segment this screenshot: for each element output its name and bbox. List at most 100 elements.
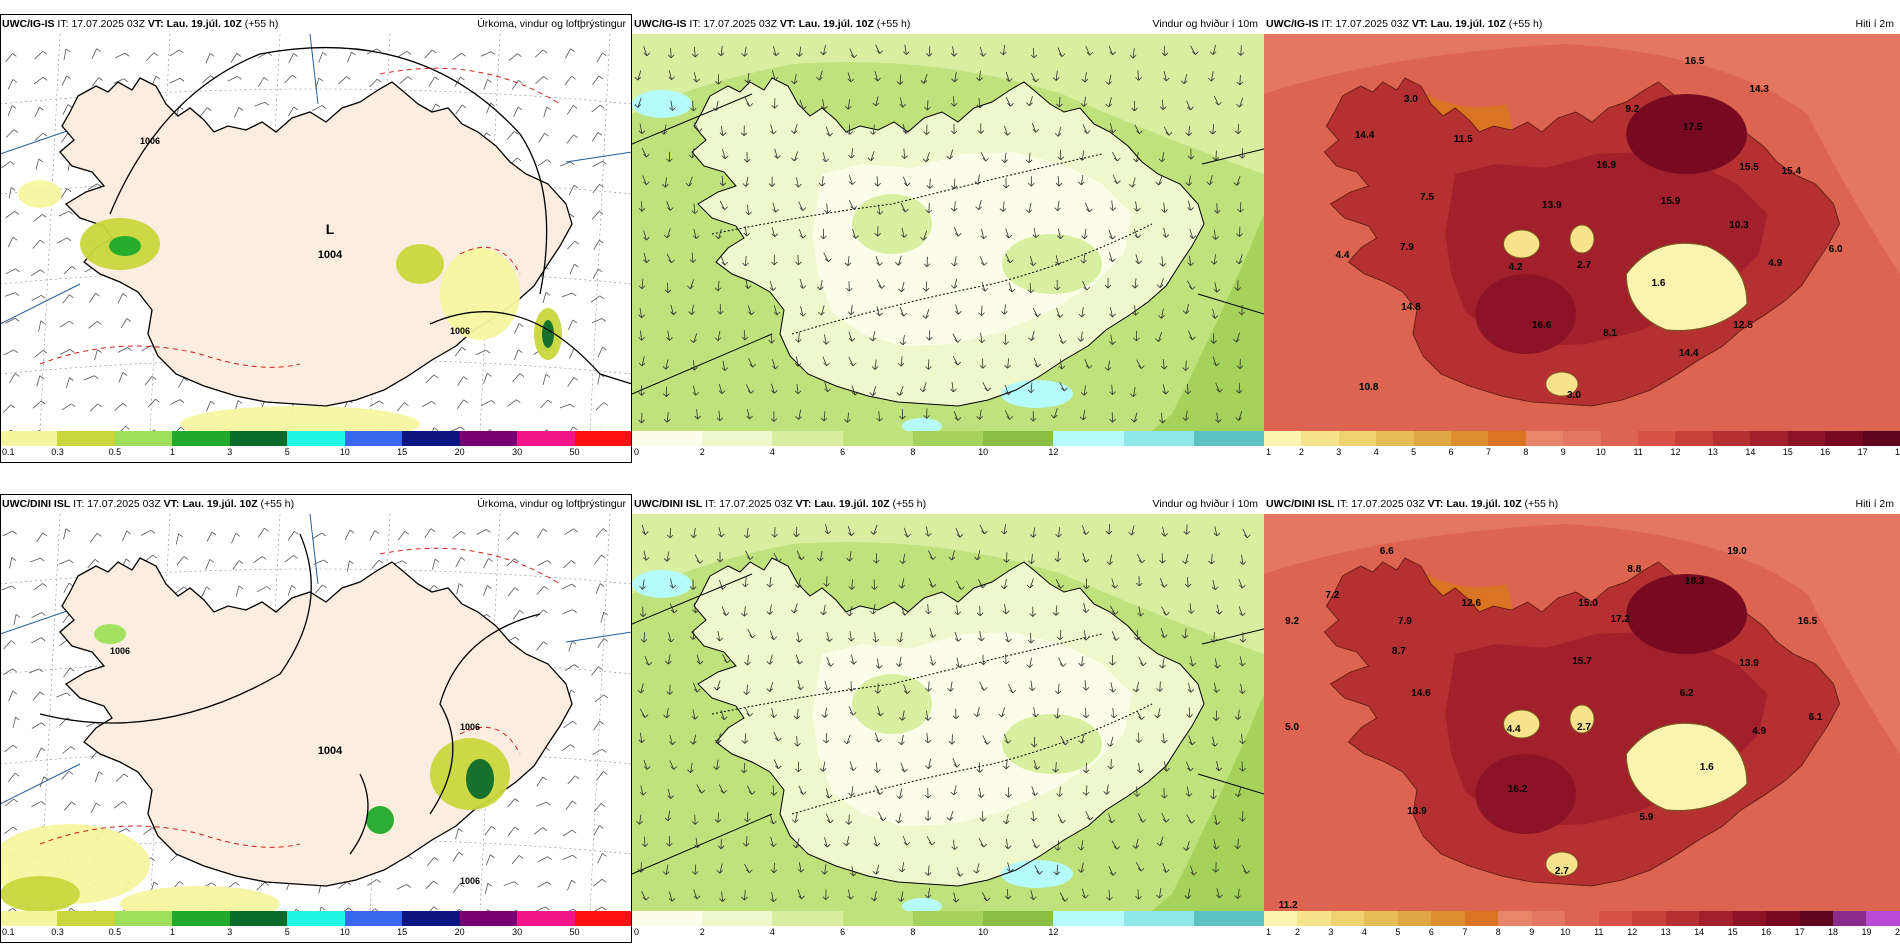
colorbar-swatch [1787, 431, 1826, 446]
colorbar-tick-label: 30 [512, 447, 523, 457]
colorbar-swatch [632, 911, 703, 926]
colorbar [1264, 911, 1900, 926]
temperature-label: 16.6 [1532, 320, 1552, 331]
colorbar-tick-label: 0.5 [108, 447, 122, 457]
colorbar-swatch [1451, 431, 1489, 446]
run-vt: Lau. 19.júl. 10Z [166, 18, 242, 30]
temperature-label: 15.7 [1572, 656, 1592, 667]
temperature-label: 14.4 [1679, 348, 1699, 359]
colorbar-swatch [1525, 431, 1564, 446]
colorbar-swatch [0, 431, 58, 446]
run-info: UWC/IG-IS IT: 17.07.2025 03Z VT: Lau. 19… [1266, 14, 1542, 34]
colorbar-swatch [287, 911, 345, 926]
colorbar [0, 431, 632, 446]
colorbar-tick-label: 18 [1828, 927, 1839, 937]
colorbar-tick-label: 0.5 [108, 927, 122, 937]
colorbar-swatch [702, 911, 773, 926]
temperature-label: 4.2 [1509, 262, 1523, 273]
run-lead: (+55 h) [876, 18, 911, 30]
temperature-label: 4.9 [1752, 726, 1766, 737]
colorbar-swatch [1264, 911, 1298, 926]
colorbar-tick-label: 1 [1266, 447, 1272, 457]
colorbar-swatch [459, 431, 518, 446]
colorbar-tick-label: 13 [1707, 447, 1718, 457]
panel-title: Hiti í 2m [1855, 498, 1894, 510]
temperature-label: 1.6 [1651, 278, 1665, 289]
panel-header: UWC/DINI ISL IT: 17.07.2025 03Z VT: Lau.… [0, 494, 632, 514]
colorbar-tick-label: 6 [840, 927, 846, 937]
temperature-label: 8.1 [1603, 328, 1617, 339]
temperature-label: 6.1 [1808, 712, 1822, 723]
temperature-label: 14.8 [1401, 302, 1421, 313]
run-model: UWC/DINI ISL [634, 498, 703, 510]
colorbar-swatch [772, 431, 843, 446]
colorbar-swatch [172, 911, 230, 926]
panel-header: UWC/IG-IS IT: 17.07.2025 03Z VT: Lau. 19… [632, 14, 1264, 34]
colorbar-swatch [1866, 911, 1900, 926]
colorbar-tick-label: 6 [1448, 447, 1454, 457]
run-it: 17.07.2025 03Z [719, 498, 793, 510]
colorbar-tick-label: 19 [1861, 927, 1872, 937]
colorbar-tick-label: 6 [1428, 927, 1434, 937]
temperature-label: 15.5 [1739, 162, 1759, 173]
panel-temp-dini: UWC/DINI ISL IT: 17.07.2025 03Z VT: Lau.… [1264, 494, 1900, 943]
run-vt-label: VT: [779, 18, 796, 30]
colorbar-swatch [702, 431, 773, 446]
temperature-label: 7.9 [1398, 616, 1412, 627]
colorbar-tick-label: 2 [1298, 447, 1304, 457]
run-info: UWC/DINI ISL IT: 17.07.2025 03Z VT: Lau.… [2, 494, 294, 514]
temperature-label: 13.9 [1542, 200, 1562, 211]
colorbar-ticks: 0 2 4 6 8 10 12 [632, 926, 1264, 940]
colorbar-tick-label: 10 [1560, 927, 1571, 937]
colorbar-tick-label: 18 [1894, 447, 1900, 457]
colorbar-tick-label: 30 [512, 927, 523, 937]
colorbar-swatch [842, 911, 913, 926]
isobar-label: 1006 [140, 136, 160, 146]
temperature-label: 9.2 [1625, 104, 1639, 115]
panel-temp-igis: UWC/IG-IS IT: 17.07.2025 03Z VT: Lau. 19… [1264, 14, 1900, 463]
run-vt-label: VT: [1411, 18, 1428, 30]
temperature-label: 10.8 [1359, 382, 1379, 393]
run-it: 17.07.2025 03Z [703, 18, 777, 30]
map-area: L 1004 1006 1006 [0, 34, 632, 431]
colorbar-ticks: 0 2 4 6 8 10 12 [632, 446, 1264, 460]
temperature-label: 11.2 [1279, 900, 1298, 911]
temperature-label: 1.6 [1700, 762, 1714, 773]
colorbar-swatch [1488, 431, 1526, 446]
run-it-label: IT: [689, 18, 701, 30]
colorbar-swatch [1297, 911, 1331, 926]
temperature-label: 4.9 [1768, 258, 1782, 269]
colorbar-swatch [1123, 431, 1194, 446]
colorbar-swatch [1053, 911, 1124, 926]
temperature-label: 13.9 [1407, 806, 1427, 817]
iceland-map: 16.5 14.3 3.0 9.2 17.5 14.4 11.5 16.9 15.5 15.4 7.… [1264, 34, 1900, 431]
temperature-label: 10.3 [1729, 220, 1749, 231]
colorbar-tick-label: 1 [169, 447, 175, 457]
colorbar-swatch [1301, 431, 1339, 446]
colorbar-swatch [1862, 431, 1900, 446]
colorbar-swatch [1264, 431, 1302, 446]
colorbar-tick-label: 6 [840, 447, 846, 457]
run-vt-label: VT: [1427, 498, 1444, 510]
colorbar-tick-label: 8 [910, 927, 916, 937]
colorbar-tick-label: 17 [1857, 447, 1868, 457]
temperature-label: 2.7 [1555, 866, 1569, 877]
colorbar-tick-label: 3 [1328, 927, 1334, 937]
colorbar-tick-label: 12 [1670, 447, 1681, 457]
colorbar-swatch [57, 911, 115, 926]
colorbar-swatch [1338, 431, 1377, 446]
temperature-label: 14.6 [1411, 688, 1431, 699]
colorbar-tick-label: 3 [227, 447, 233, 457]
colorbar-tick-label: 5 [284, 447, 290, 457]
colorbar-tick-label: 11 [1594, 927, 1604, 937]
colorbar-tick-label: 3 [227, 927, 233, 937]
colorbar-tick-label: 20 [454, 927, 465, 937]
temperature-label: 12.6 [1462, 598, 1482, 609]
colorbar-swatch [1193, 911, 1264, 926]
colorbar-tick-label: 7 [1485, 447, 1491, 457]
run-model: UWC/IG-IS [2, 18, 55, 30]
colorbar-tick-label: 12 [1048, 927, 1059, 937]
colorbar-ticks: 0.1 0.3 0.5 1 3 5 10 15 20 30 50 [0, 926, 632, 940]
colorbar-swatch [1632, 911, 1666, 926]
